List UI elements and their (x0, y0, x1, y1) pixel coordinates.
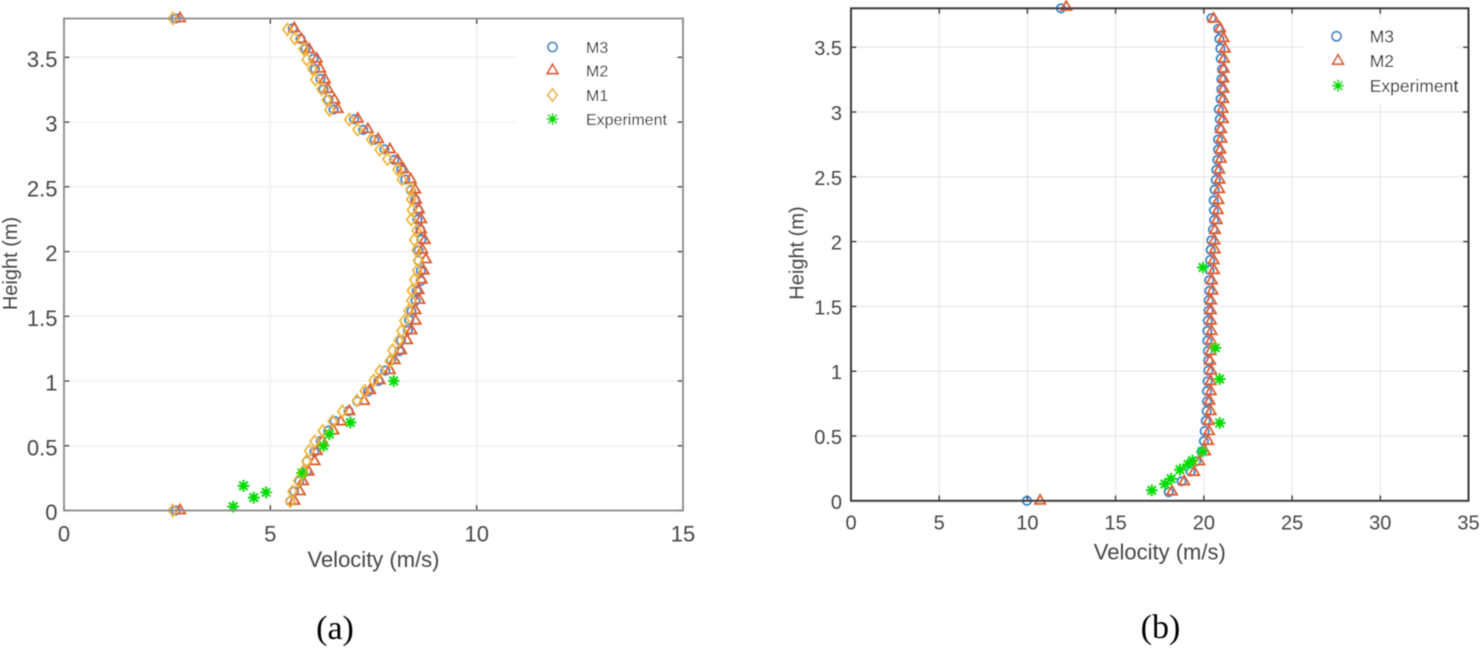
svg-text:2: 2 (45, 241, 57, 266)
svg-text:1: 1 (45, 371, 57, 396)
svg-text:(a): (a) (316, 610, 354, 647)
svg-text:1.5: 1.5 (814, 297, 842, 319)
svg-text:Velocity (m/s): Velocity (m/s) (307, 547, 439, 572)
svg-text:M2: M2 (586, 63, 608, 80)
svg-text:25: 25 (1281, 513, 1303, 535)
svg-text:2.5: 2.5 (814, 168, 842, 190)
svg-text:35: 35 (1457, 513, 1479, 535)
svg-text:M3: M3 (1370, 27, 1394, 47)
svg-text:Velocity (m/s): Velocity (m/s) (1094, 540, 1226, 565)
svg-text:5: 5 (264, 522, 276, 547)
svg-text:0: 0 (58, 522, 70, 547)
svg-text:0: 0 (845, 513, 856, 535)
svg-text:3.5: 3.5 (27, 47, 58, 72)
svg-text:10: 10 (464, 522, 488, 547)
svg-text:1: 1 (831, 362, 842, 384)
svg-text:0: 0 (831, 492, 842, 514)
svg-text:Height (m): Height (m) (787, 206, 809, 299)
svg-text:2: 2 (831, 233, 842, 255)
svg-text:0.5: 0.5 (814, 427, 842, 449)
svg-text:15: 15 (671, 522, 695, 547)
svg-text:2.5: 2.5 (27, 176, 58, 201)
svg-text:M3: M3 (586, 40, 608, 57)
svg-text:M2: M2 (1370, 51, 1394, 71)
svg-text:1.5: 1.5 (27, 306, 58, 331)
svg-text:(b): (b) (1141, 609, 1181, 646)
svg-text:Height (m): Height (m) (0, 217, 22, 310)
svg-text:3: 3 (45, 112, 57, 137)
svg-text:5: 5 (934, 513, 945, 535)
svg-text:30: 30 (1369, 513, 1391, 535)
svg-text:Experiment: Experiment (586, 112, 667, 129)
svg-text:0.5: 0.5 (27, 435, 58, 460)
svg-text:20: 20 (1193, 513, 1215, 535)
svg-text:M1: M1 (586, 88, 608, 105)
svg-text:0: 0 (45, 500, 57, 525)
svg-text:3.5: 3.5 (814, 38, 842, 60)
svg-text:15: 15 (1104, 513, 1126, 535)
svg-text:3: 3 (831, 103, 842, 125)
svg-text:Experiment: Experiment (1370, 76, 1459, 96)
svg-text:10: 10 (1016, 513, 1038, 535)
